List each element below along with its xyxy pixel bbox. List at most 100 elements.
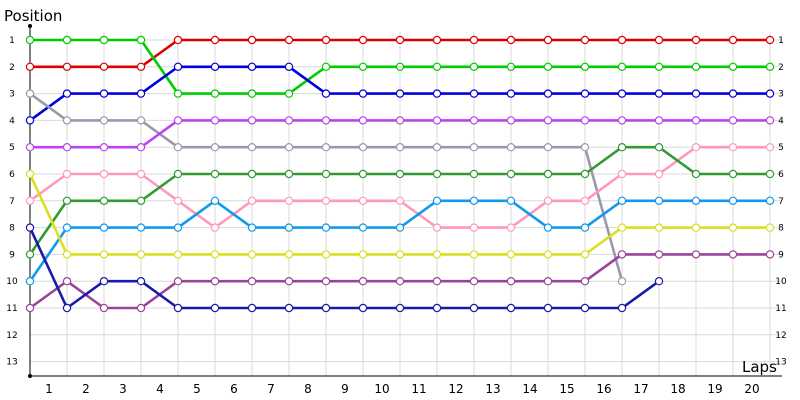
series-5-point [728, 116, 738, 125]
y-tick-label-right: 7 [778, 197, 784, 207]
series-3-point [99, 89, 109, 98]
series-4-point [136, 116, 146, 125]
series-9-point [765, 223, 775, 232]
x-tick-label: 3 [119, 382, 127, 396]
series-4-point [580, 142, 590, 152]
axis-origin-dot [28, 374, 32, 378]
y-tick-label-right: 2 [778, 63, 784, 73]
series-4-point [358, 142, 368, 152]
series-7-point [62, 196, 72, 205]
series-9-point [321, 250, 331, 259]
series-8-point [99, 223, 109, 232]
series-8-point [765, 196, 775, 205]
series-9-point [543, 250, 553, 259]
series-8-point [395, 223, 405, 232]
series-6-point [136, 169, 146, 179]
series-6-point [210, 223, 220, 232]
x-tick-label: 8 [304, 382, 312, 396]
series-4-point [469, 142, 479, 152]
series-7-point [321, 169, 331, 179]
series-9-point [654, 223, 664, 232]
series-2-point [358, 62, 368, 72]
series-1-point [395, 35, 405, 45]
y-tick-label-left: 11 [6, 304, 17, 314]
series-2-point [432, 62, 442, 72]
series-1-point [210, 35, 220, 45]
y-tick-label-left: 10 [6, 277, 18, 287]
series-4-point [25, 89, 35, 98]
x-tick-label: 2 [82, 382, 90, 396]
series-9-point [395, 250, 405, 259]
series-11-point [358, 303, 368, 313]
series-4-point [247, 142, 257, 152]
series-1-point [543, 35, 553, 45]
series-8-point [691, 196, 701, 205]
series-2-point [25, 35, 35, 45]
series-5-point [210, 116, 220, 125]
series-11-point [395, 303, 405, 313]
series-5-point [173, 116, 183, 125]
series-3-point [617, 89, 627, 98]
series-2-point [654, 62, 664, 72]
series-5-point [395, 116, 405, 125]
series-1-point [136, 62, 146, 72]
series-9-point [617, 223, 627, 232]
series-3-point [173, 62, 183, 72]
series-10-point [506, 277, 516, 286]
series-10-point [136, 303, 146, 313]
x-tick-label: 4 [156, 382, 164, 396]
series-4-point [321, 142, 331, 152]
series-11-point [543, 303, 553, 313]
series-11-point [284, 303, 294, 313]
series-8-point [654, 196, 664, 205]
series-5-point [617, 116, 627, 125]
series-9-point [136, 250, 146, 259]
series-6-point [284, 196, 294, 205]
series-10-point [765, 250, 775, 259]
x-tick-label: 10 [374, 382, 389, 396]
series-3-point [765, 89, 775, 98]
series-4-point [284, 142, 294, 152]
series-8-point [432, 196, 442, 205]
series-1-point [62, 62, 72, 72]
y-tick-label-right: 10 [775, 277, 787, 287]
series-2-point [617, 62, 627, 72]
series-11-point [62, 303, 72, 313]
series-1-point [284, 35, 294, 45]
series-8-point [358, 223, 368, 232]
series-11-point [580, 303, 590, 313]
series-6-point [358, 196, 368, 205]
series-10-point [469, 277, 479, 286]
y-tick-label-left: 2 [9, 63, 15, 73]
series-7-point [432, 169, 442, 179]
y-tick-label-left: 1 [9, 36, 15, 46]
series-9-point [469, 250, 479, 259]
y-tick-label-left: 9 [9, 250, 15, 260]
x-tick-label: 12 [448, 382, 463, 396]
series-2-point [136, 35, 146, 45]
series-4-point [62, 116, 72, 125]
series-2-point [321, 62, 331, 72]
series-10-point [728, 250, 738, 259]
series-9-point [506, 250, 516, 259]
series-7-point [654, 142, 664, 152]
series-9-point [284, 250, 294, 259]
series-5-point [580, 116, 590, 125]
series-10-point [210, 277, 220, 286]
series-8-point [728, 196, 738, 205]
x-tick-label: 16 [596, 382, 611, 396]
series-3-point [321, 89, 331, 98]
x-tick-label: 15 [559, 382, 574, 396]
series-3-point [728, 89, 738, 98]
series-11-point [654, 277, 664, 286]
series-6-point [728, 142, 738, 152]
series-2-point [691, 62, 701, 72]
series-8-point [543, 223, 553, 232]
series-10-point [654, 250, 664, 259]
y-tick-label-right: 11 [775, 304, 786, 314]
series-7-point [136, 196, 146, 205]
series-1-point [25, 62, 35, 72]
series-8-point [284, 223, 294, 232]
series-11-point [136, 277, 146, 286]
x-tick-label: 5 [193, 382, 201, 396]
